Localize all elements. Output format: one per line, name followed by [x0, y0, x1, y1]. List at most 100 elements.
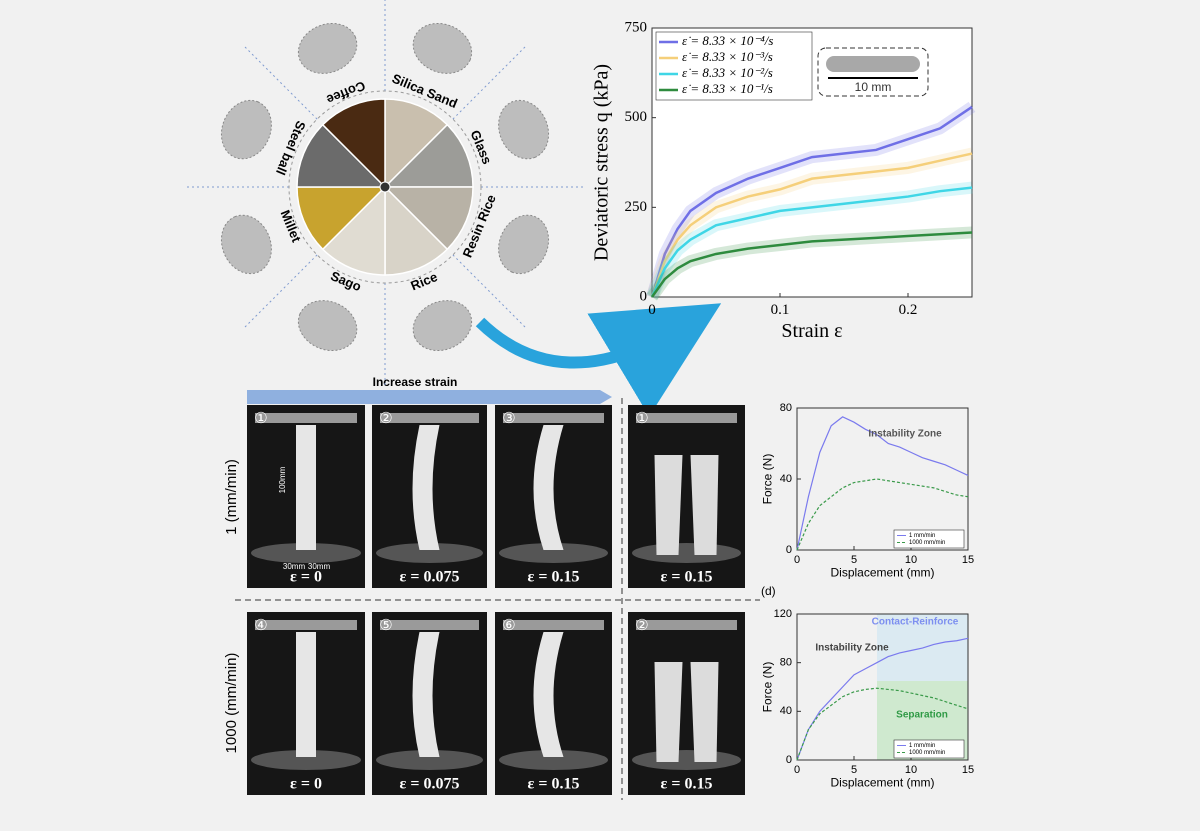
- strain-label: ε = 0.15: [661, 776, 713, 793]
- sample-column: [412, 425, 440, 550]
- material-thumbnail: [498, 214, 550, 275]
- inset-sample: [826, 56, 920, 72]
- wheel-ring: [288, 90, 482, 284]
- strain-label: ε = 0: [290, 569, 322, 586]
- sector-divider: [243, 45, 318, 120]
- plot-frame: [796, 613, 969, 761]
- y-tick-label: 120: [774, 608, 792, 620]
- annotation: Contact-Reinforce: [872, 617, 959, 628]
- platen-base: [376, 750, 483, 770]
- platen-top: [636, 413, 737, 423]
- series-line: [650, 186, 973, 298]
- strain-arrow-label: Increase strain: [373, 375, 458, 389]
- legend-label: ε̇ = 8.33 × 10⁻²/s: [682, 65, 773, 80]
- sector-divider: [243, 254, 318, 329]
- platen-base: [632, 750, 741, 770]
- platen-top: [380, 413, 479, 423]
- y-tick-label: 40: [780, 473, 792, 485]
- x-tick-label: 0.1: [771, 302, 790, 318]
- panel-label: (d): [761, 584, 776, 598]
- material-sector: [296, 186, 387, 251]
- y-axis-label: Force (N): [761, 662, 775, 713]
- y-tick-label: 80: [780, 402, 792, 414]
- material-sector: [321, 185, 386, 276]
- sample-column: [412, 632, 440, 757]
- annotation: 10 mm: [855, 80, 892, 94]
- material-thumbnail: [412, 300, 473, 352]
- y-axis-label: Deviatoric stress q (kPa): [591, 64, 613, 261]
- strain-label: ε = 0.15: [528, 776, 580, 793]
- y-axis-label: Force (N): [761, 454, 775, 505]
- panel-number: ②: [379, 410, 392, 427]
- dimension-label: 30mm: [308, 562, 331, 571]
- material-sector: [383, 123, 474, 188]
- strain-label: ε = 0.15: [661, 569, 713, 586]
- material-sector: [321, 98, 386, 189]
- flow-arrow: [475, 303, 722, 417]
- material-thumbnail: [412, 22, 473, 74]
- x-tick-label: 15: [962, 764, 974, 776]
- sample-column: [296, 425, 316, 550]
- legend-box: [893, 529, 965, 549]
- legend-label: 1000 mm/min: [909, 540, 945, 546]
- wheel-hub: [379, 181, 391, 193]
- sample-column: [533, 425, 564, 550]
- row-label: 1 (mm/min): [223, 459, 240, 535]
- x-tick-label: 0: [648, 302, 656, 318]
- platen-top: [255, 413, 357, 423]
- sample-column: [654, 455, 683, 555]
- material-thumbnail: [297, 300, 358, 352]
- sample-column: [654, 662, 683, 762]
- sector-divider: [452, 254, 527, 329]
- x-axis-label: Displacement (mm): [830, 565, 934, 579]
- platen-top: [380, 620, 479, 630]
- x-tick-label: 10: [905, 554, 917, 566]
- x-tick-label: 15: [962, 554, 974, 566]
- series-line: [796, 637, 969, 761]
- dimension-label: 100mm: [278, 466, 287, 493]
- series-line: [796, 416, 969, 551]
- legend-label: 1000 mm/min: [909, 750, 945, 756]
- y-tick-label: 0: [786, 754, 792, 766]
- legend-label: ε̇ = 8.33 × 10⁻³/s: [682, 49, 773, 64]
- series-line: [796, 478, 969, 551]
- annotation: Instability Zone: [815, 643, 889, 654]
- legend-label: ε̇ = 8.33 × 10⁻¹/s: [682, 81, 773, 96]
- strain-label: ε = 0.075: [400, 569, 460, 586]
- x-tick-label: 0: [794, 764, 800, 776]
- x-tick-label: 5: [851, 554, 857, 566]
- legend-label: ε̇ = 8.33 × 10⁻⁴/s: [682, 33, 773, 48]
- panel-number: ⑤: [379, 617, 392, 634]
- series-line: [650, 231, 973, 298]
- platen-base: [251, 750, 361, 770]
- sample-column: [690, 662, 719, 762]
- x-tick-label: 10: [905, 764, 917, 776]
- material-sector: [296, 123, 387, 188]
- y-tick-label: 0: [640, 288, 648, 304]
- y-tick-label: 80: [780, 657, 792, 669]
- x-tick-label: 5: [851, 764, 857, 776]
- sample-column: [690, 455, 719, 555]
- material-sector: [384, 98, 449, 189]
- strain-label: ε = 0.15: [528, 569, 580, 586]
- strain-arrow: [247, 390, 612, 404]
- panel-number: ③: [502, 410, 515, 427]
- strain-label: ε = 0.075: [400, 776, 460, 793]
- y-tick-label: 40: [780, 705, 792, 717]
- legend-label: 1 mm/min: [909, 533, 935, 539]
- x-axis-label: Strain ε: [781, 320, 842, 342]
- platen-base: [499, 543, 608, 563]
- y-tick-label: 0: [786, 544, 792, 556]
- material-thumbnail: [297, 22, 358, 74]
- series-line: [796, 687, 969, 761]
- platen-top: [503, 413, 604, 423]
- platen-top: [636, 620, 737, 630]
- sector-divider: [452, 45, 527, 120]
- series-line: [650, 152, 973, 298]
- material-sector: [383, 186, 474, 251]
- platen-base: [251, 543, 361, 563]
- strain-label: ε = 0: [290, 776, 322, 793]
- legend-box: [655, 31, 813, 101]
- material-thumbnail: [220, 214, 272, 275]
